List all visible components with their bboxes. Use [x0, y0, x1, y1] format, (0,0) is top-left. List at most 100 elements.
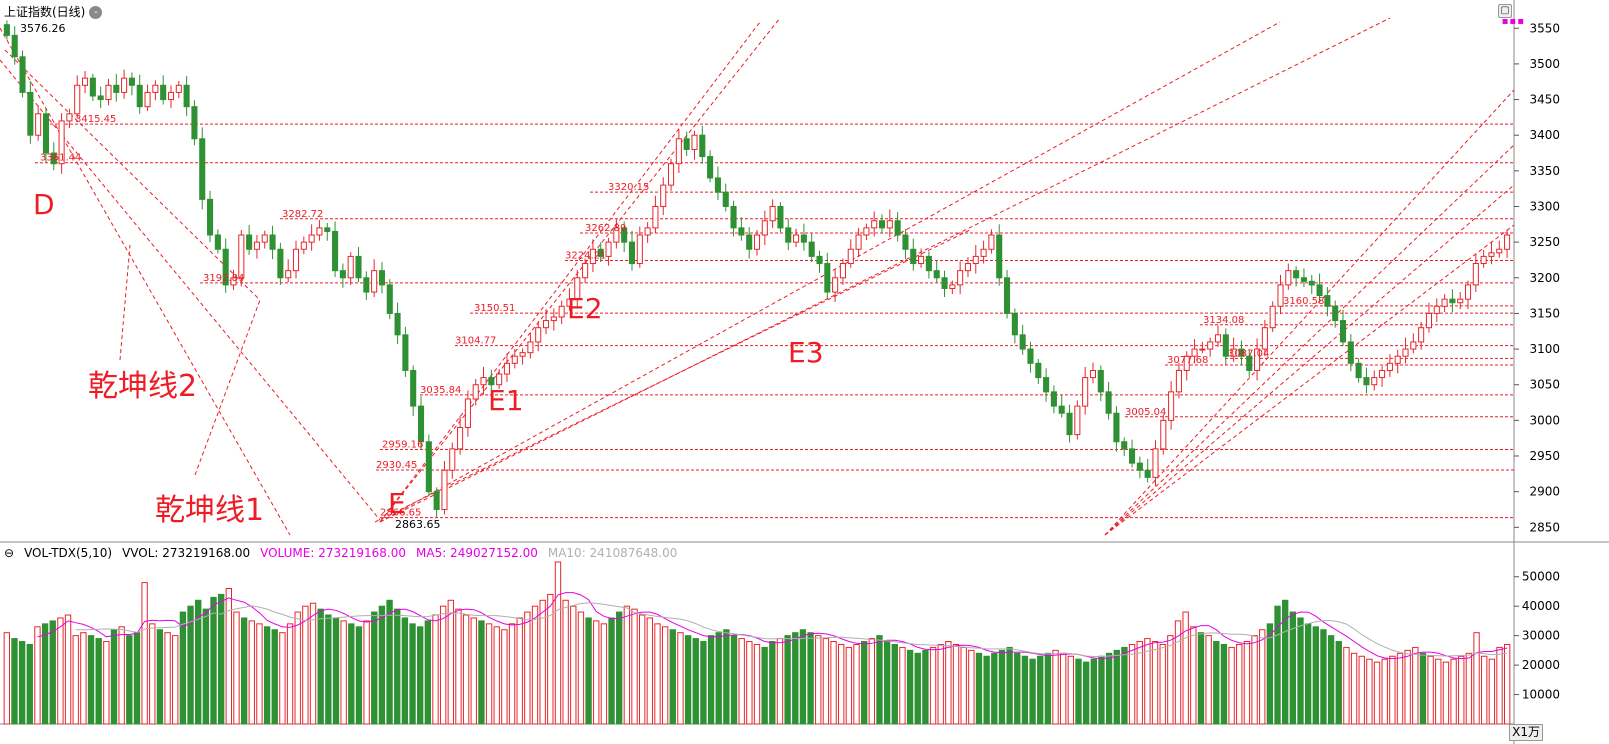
- candle-down: [394, 312, 401, 336]
- volume-bar-down: [792, 632, 799, 725]
- level-label: 3192.84: [203, 273, 244, 284]
- candle-down: [925, 255, 932, 272]
- volume-bar-up: [1435, 658, 1442, 725]
- volume-bar-up: [577, 611, 585, 725]
- volume-bar-down: [478, 620, 485, 725]
- volume-bar-up: [455, 608, 462, 725]
- price-tick-label: 3200: [1529, 271, 1560, 285]
- candle-down: [402, 334, 409, 371]
- volume-tick-label: 50000: [1522, 570, 1560, 584]
- volume-bar-down: [608, 617, 615, 725]
- candle-up: [35, 113, 42, 136]
- candle-down: [894, 220, 901, 236]
- candle-down: [1316, 284, 1323, 297]
- volume-bar-up: [279, 632, 286, 725]
- candle-up: [1379, 369, 1386, 379]
- label-qiankun-2: 乾坤线2: [88, 369, 197, 404]
- candle-up: [82, 77, 89, 86]
- volume-bar-down: [769, 641, 776, 725]
- volume-bar-down: [975, 652, 983, 725]
- volume-bar-down: [195, 599, 202, 725]
- volume-bar-up: [1236, 643, 1243, 725]
- trend-line: [0, 27, 291, 536]
- dots-icon[interactable]: ▪▪▪: [1501, 16, 1525, 27]
- candle-down: [1355, 362, 1362, 379]
- candle-up: [527, 341, 534, 354]
- candle-down: [136, 84, 143, 108]
- volume-bar-up: [899, 646, 906, 725]
- candle-down: [902, 234, 909, 250]
- candle-up: [175, 84, 182, 93]
- volume-bar-down: [263, 626, 271, 725]
- candle-up: [918, 255, 925, 265]
- candle-up: [949, 284, 956, 289]
- candle-up: [316, 227, 323, 236]
- candle-up: [441, 469, 448, 510]
- volume-bar-up: [172, 635, 179, 725]
- volume-value: VOLUME: 273219168.00: [260, 546, 406, 560]
- candle-up: [449, 448, 456, 471]
- level-label: 3224.21: [565, 251, 606, 262]
- volume-bar-up: [815, 635, 822, 725]
- candle-up: [1496, 248, 1503, 254]
- candle-down: [324, 227, 331, 232]
- candle-down: [714, 177, 721, 193]
- volume-bar-up: [1427, 655, 1434, 725]
- volume-bar-up: [248, 620, 255, 725]
- volume-bar-up: [1389, 655, 1396, 725]
- volume-indicator-name: VOL-TDX(5,10): [24, 546, 113, 560]
- candle-down: [1332, 305, 1339, 322]
- trend-line: [1104, 89, 1515, 536]
- volume-bar-up: [1373, 661, 1381, 725]
- volume-bar-down: [1327, 635, 1335, 725]
- candle-down: [800, 234, 807, 243]
- candle-down: [1363, 377, 1370, 386]
- volume-bar-up: [1442, 661, 1450, 725]
- volume-bar-down: [730, 635, 738, 725]
- volume-bar-down: [26, 643, 33, 725]
- candle-up: [1472, 263, 1479, 286]
- volume-bar-down: [983, 655, 990, 725]
- level-label: 3150.51: [474, 303, 515, 314]
- volume-bar-up: [623, 605, 631, 725]
- volume-bar-down: [891, 643, 898, 725]
- volume-bar-down: [41, 623, 49, 725]
- price-tick-label: 3400: [1529, 128, 1560, 142]
- volume-bar-down: [1037, 655, 1044, 725]
- volume-bar-down: [95, 638, 102, 725]
- candle-up: [1277, 284, 1284, 307]
- price-axis: 3550 3500 3450 3400 3350 3300 3250 3200 3150 3100…: [1514, 21, 1560, 534]
- volume-bar-up: [118, 626, 125, 725]
- candle-down: [933, 270, 940, 279]
- candle-down: [50, 152, 57, 165]
- candle-down: [128, 77, 135, 86]
- candle-up: [285, 270, 292, 279]
- volume-bar-up: [1174, 620, 1182, 725]
- trend-line: [379, 17, 781, 523]
- trend-line: [194, 299, 261, 476]
- candle-down: [160, 84, 167, 101]
- volume-bar-up: [233, 611, 240, 725]
- volume-bar-up: [462, 614, 470, 725]
- volume-bar-up: [1465, 652, 1473, 725]
- volume-bar-down: [1220, 643, 1228, 725]
- candle-down: [1129, 448, 1136, 464]
- volume-bar-up: [1396, 652, 1404, 725]
- volume-unit-button[interactable]: X1万: [1509, 724, 1543, 741]
- close-icon[interactable]: ▢: [1498, 4, 1512, 18]
- volume-tick-label: 20000: [1522, 658, 1560, 672]
- candle-down: [19, 56, 26, 93]
- candle-up: [1425, 312, 1432, 329]
- collapse-icon[interactable]: -: [89, 6, 103, 19]
- volume-indicator-toggle-icon[interactable]: ⊖: [4, 546, 15, 560]
- candle-down: [1113, 412, 1120, 443]
- volume-bar-down: [386, 599, 393, 725]
- candle-down: [488, 377, 495, 386]
- candle-down: [621, 227, 628, 243]
- candle-up: [558, 305, 565, 318]
- volume-bar-up: [1067, 655, 1075, 725]
- volume-bar-down: [1289, 611, 1297, 725]
- candle-up: [230, 277, 237, 286]
- ma10-value: MA10: 241087648.00: [547, 546, 678, 560]
